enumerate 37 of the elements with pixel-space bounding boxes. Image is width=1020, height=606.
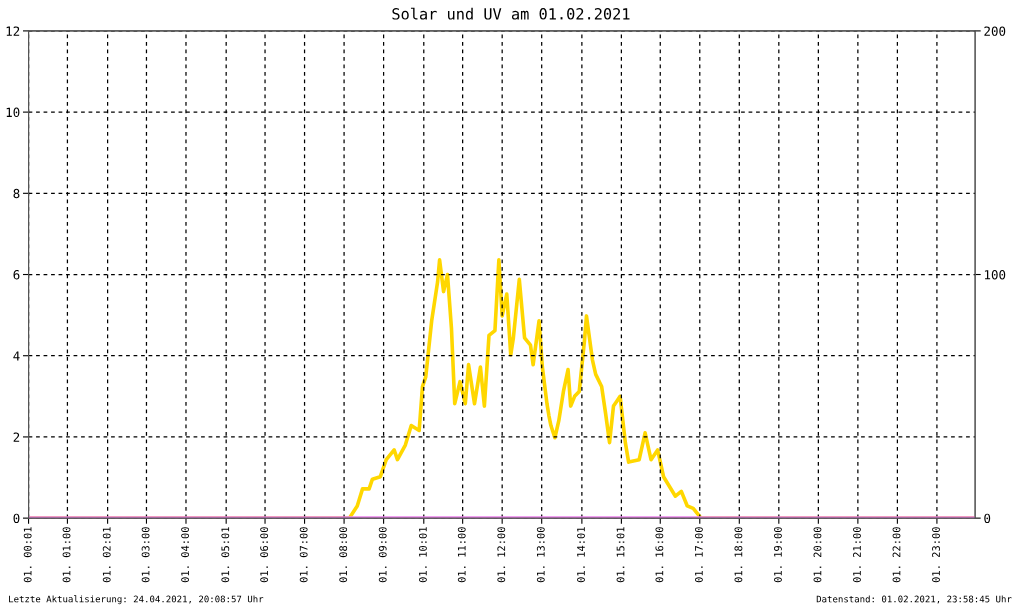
y-tick-label: 4 (13, 351, 20, 361)
x-tick-label: 01. 14:01 (577, 527, 585, 583)
x-tick-label: 01. 01:00 (62, 527, 71, 583)
y-tick-label: 6 (13, 270, 20, 280)
x-tick-label: 01. 21:00 (853, 527, 861, 583)
x-tick-label: 01. 10:01 (418, 527, 427, 583)
y-tick-label: 12 (6, 26, 20, 36)
x-tick-label: 01. 05:01 (221, 527, 230, 583)
text: Letzte Aktualisierung: 24.04.2021, 20:08:57 Uhr (9, 595, 264, 605)
x-tick-label: 01. 02:01 (102, 527, 111, 583)
y-tick-label: 2 (13, 432, 20, 442)
x-tick-label: 01. 07:00 (299, 527, 308, 583)
x-tick-label: 01. 12:00 (497, 527, 506, 583)
x-tick-label: 01. 03:00 (141, 527, 150, 583)
y2-tick-label: 0 (984, 513, 991, 524)
y2-tick-label: 200 (984, 26, 1006, 36)
x-tick-label: 01. 17:00 (694, 527, 703, 583)
y-tick-label: 8 (13, 188, 20, 199)
y2-tick-label: 100 (984, 270, 1006, 280)
x-tick-label: 01. 04:00 (181, 527, 190, 583)
x-tick-label: 01. 18:00 (734, 527, 743, 583)
x-tick-label: 01. 19:00 (774, 527, 782, 583)
chart-title: Solar und UV am 01.02.2021 (392, 7, 630, 20)
x-tick-label: 01. 08:00 (339, 527, 348, 583)
x-tick-label: 01. 15:01 (616, 527, 625, 583)
x-tick-label: 01. 22:00 (892, 527, 901, 583)
text: Datenstand: 01.02.2021, 23:58:45 Uhr (816, 595, 1012, 604)
x-tick-label: 01. 13:00 (536, 527, 545, 583)
x-tick-label: 01. 11:00 (457, 527, 466, 583)
y-tick-label: 10 (6, 107, 20, 118)
x-tick-label: 01. 16:00 (655, 527, 664, 583)
x-tick-label: 01. 23:00 (932, 527, 940, 583)
x-tick-label: 01. 20:00 (813, 527, 822, 583)
x-tick-label: 01. 06:00 (260, 527, 269, 583)
x-tick-label: 01. 00:01 (23, 527, 32, 583)
y-tick-label: 0 (13, 513, 20, 524)
x-tick-label: 01. 09:00 (378, 527, 387, 583)
